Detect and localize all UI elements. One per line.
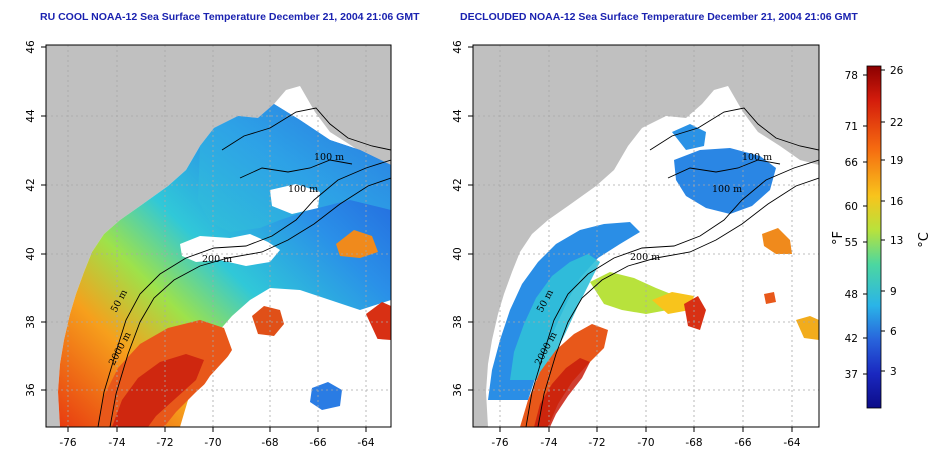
right-eddy-4 [764, 292, 776, 304]
colorbar-fahrenheit-label: °F [831, 231, 846, 245]
left-cloud-1 [180, 234, 280, 266]
colorbar-celsius-label: °C [917, 232, 932, 248]
right-map: 50 m 2000 m 200 m 100 m 100 m [473, 45, 819, 427]
colorbar-ticks [863, 69, 885, 375]
left-eddy-1 [252, 306, 284, 336]
left-x-tick: -64 [357, 437, 374, 449]
right-shelf-inner [510, 254, 600, 380]
left-eddy-2 [336, 230, 378, 258]
left-x-tick: -74 [108, 437, 125, 449]
left-map-frame [45, 44, 392, 428]
left-contour-label-100m-b: 100 m [314, 152, 344, 163]
right-x-tick: -72 [588, 437, 605, 449]
colorbar-c-tick: 9 [890, 286, 897, 298]
right-axis-ticks [468, 46, 793, 432]
right-x-tick: -70 [637, 437, 654, 449]
left-x-tick: -66 [309, 437, 326, 449]
left-bathymetry-contours [97, 107, 391, 427]
left-y-tick: 38 [25, 315, 37, 328]
left-hot-core [112, 354, 204, 427]
right-slope-water [590, 272, 676, 314]
right-eddy-1 [684, 296, 706, 330]
left-y-tick: 42 [25, 178, 37, 191]
right-x-tick: -74 [540, 437, 557, 449]
right-x-tick-labels: -76 -74 -72 -70 -68 -66 -64 [491, 437, 800, 449]
colorbar: 78 71 66 60 55 48 42 37 26 22 19 16 13 9… [831, 65, 932, 409]
left-shelf-water [198, 104, 391, 232]
right-y-tick-labels: 36 38 40 42 44 46 [452, 40, 464, 397]
colorbar-f-tick: 48 [845, 289, 858, 301]
right-y-tick: 40 [452, 247, 464, 260]
right-bathymetry-contours [525, 107, 819, 427]
right-y-tick: 38 [452, 315, 464, 328]
colorbar-c-tick: 16 [890, 196, 904, 208]
right-contour-label-100m-a: 100 m [712, 184, 742, 195]
colorbar-c-tick: 19 [890, 155, 903, 167]
left-ocean-patch [310, 382, 342, 410]
colorbar-f-tick: 60 [845, 201, 858, 213]
left-eddy-3 [366, 302, 391, 344]
colorbar-fahrenheit-ticks: 78 71 66 60 55 48 42 37 [845, 70, 859, 381]
colorbar-c-tick: 6 [890, 326, 897, 338]
right-contour-label-200m: 200 m [630, 252, 660, 263]
left-x-tick: -76 [59, 437, 76, 449]
colorbar-f-tick: 37 [845, 369, 858, 381]
colorbar-celsius-ticks: 26 22 19 16 13 9 6 3 [890, 65, 904, 378]
left-y-tick: 36 [25, 383, 37, 397]
left-x-tick-labels: -76 -74 -72 -70 -68 -66 -64 [59, 437, 374, 449]
left-cloud-3 [270, 184, 320, 214]
right-grid [473, 45, 819, 427]
left-y-tick: 40 [25, 247, 37, 260]
colorbar-gradient [866, 65, 882, 409]
colorbar-f-tick: 71 [845, 121, 858, 133]
left-y-tick: 46 [25, 40, 37, 54]
left-axis-ticks [41, 46, 367, 432]
left-land [46, 45, 391, 427]
right-contour-label-100m-b: 100 m [742, 152, 772, 163]
right-y-tick: 46 [452, 40, 464, 54]
left-y-tick: 44 [25, 109, 37, 123]
colorbar-f-tick: 55 [845, 237, 858, 249]
left-y-tick-labels: 36 38 40 42 44 46 [25, 40, 37, 397]
left-contour-label-100m-a: 100 m [288, 184, 318, 195]
right-y-tick: 36 [452, 383, 464, 397]
right-gulf-maine-north [672, 124, 706, 150]
left-x-tick: -70 [204, 437, 221, 449]
right-x-tick: -76 [491, 437, 508, 449]
left-grid [46, 45, 391, 427]
right-y-tick: 42 [452, 178, 464, 191]
left-x-tick: -72 [156, 437, 173, 449]
right-gulf-maine [674, 148, 776, 214]
left-panel-title: RU COOL NOAA-12 Sea Surface Temperature … [40, 11, 420, 23]
right-x-tick: -64 [783, 437, 800, 449]
right-hot-core [534, 358, 590, 427]
right-panel-title: DECLOUDED NOAA-12 Sea Surface Temperatur… [460, 11, 858, 23]
right-x-tick: -66 [734, 437, 751, 449]
left-contour-label-200m: 200 m [202, 254, 232, 265]
colorbar-c-tick: 13 [890, 235, 903, 247]
colorbar-c-tick: 3 [890, 366, 897, 378]
right-x-tick: -68 [685, 437, 702, 449]
right-eddy-2 [762, 228, 792, 254]
left-map: 50 m 2000 m 200 m 100 m 100 m [46, 45, 391, 427]
left-x-tick: -68 [261, 437, 278, 449]
right-y-tick: 44 [452, 109, 464, 123]
colorbar-f-tick: 78 [845, 70, 858, 82]
colorbar-c-tick: 26 [890, 65, 904, 77]
colorbar-c-tick: 22 [890, 117, 903, 129]
right-land [473, 45, 819, 427]
right-slope-water-2 [652, 292, 694, 314]
colorbar-f-tick: 42 [845, 333, 858, 345]
colorbar-f-tick: 66 [845, 157, 859, 169]
